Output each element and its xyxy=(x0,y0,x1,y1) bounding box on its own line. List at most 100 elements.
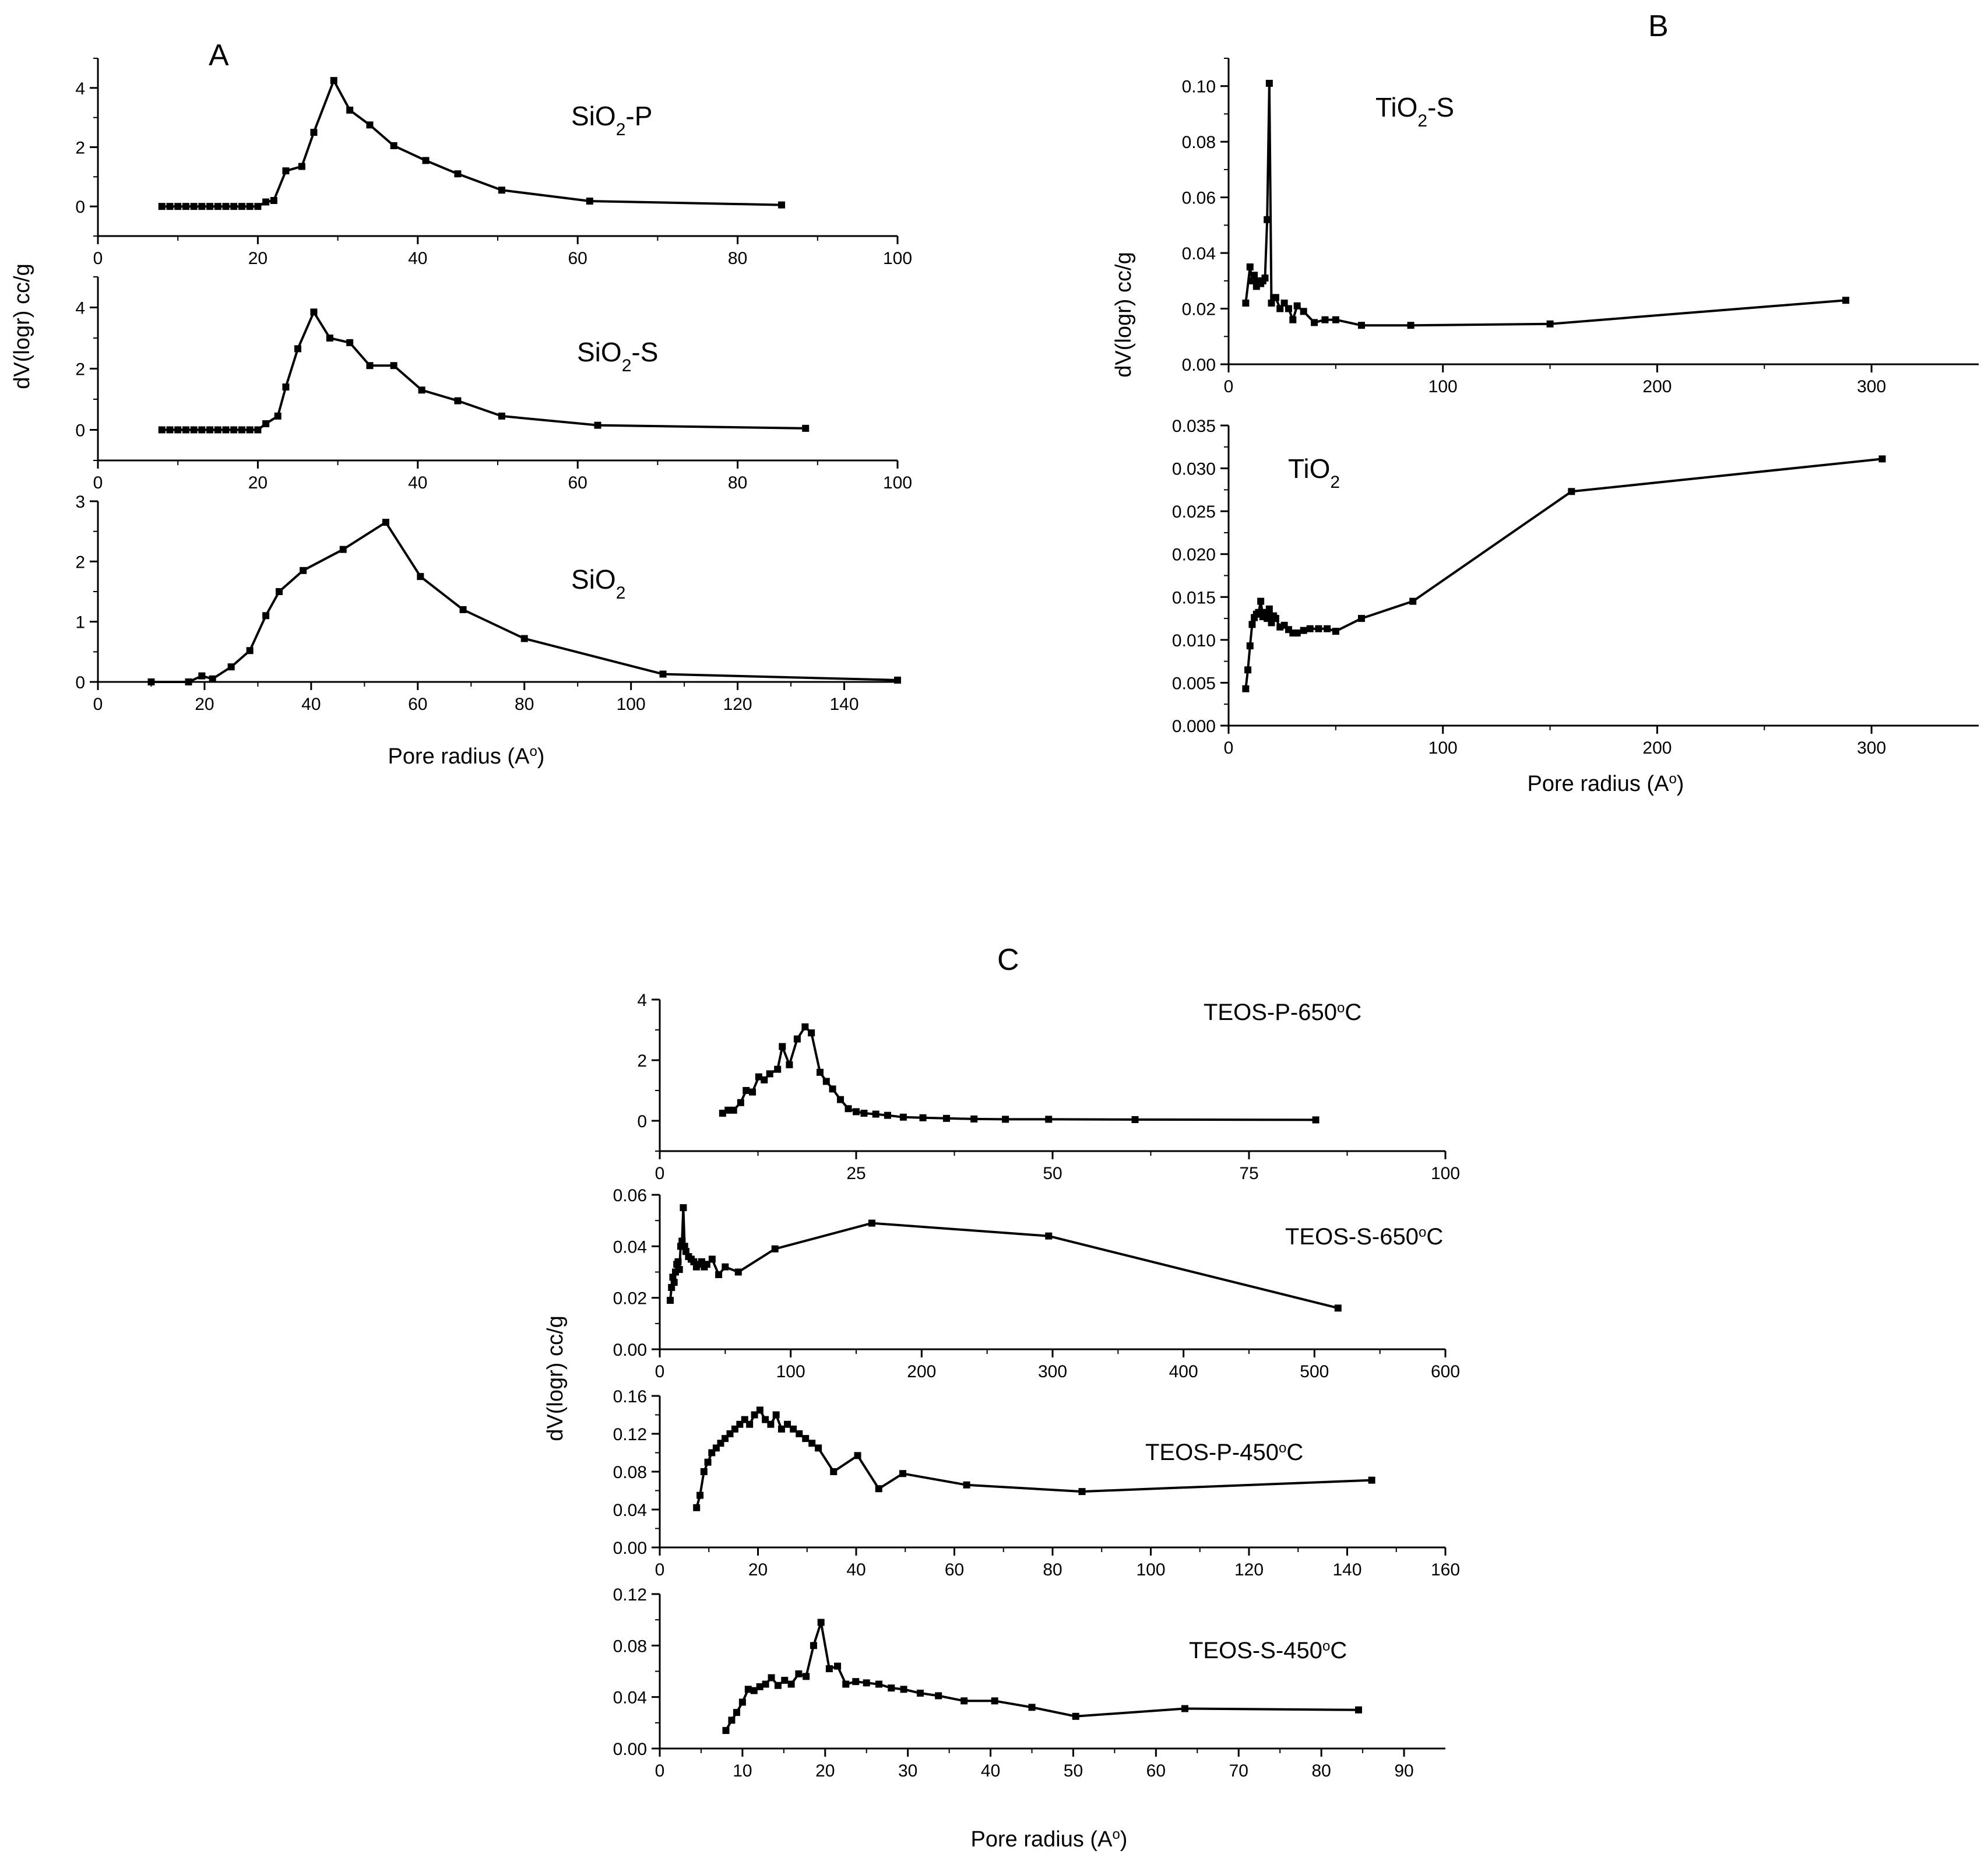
chart-tio2-s: 0 100 200 300 0.00 0.02 0.04 0.06 0.08 0.10 TiO2-S xyxy=(1182,58,1979,396)
x-tick-label: 60 xyxy=(945,1560,964,1579)
chart-tio2: 0 100 200 300 0.000 0.005 0.010 0.015 0.020 0.025… xyxy=(1172,417,1979,758)
series-label-main: SiO xyxy=(571,101,616,131)
x-tick-label: 200 xyxy=(1642,377,1672,396)
panel-letter-c: C xyxy=(997,943,1019,977)
y-tick-label: 0.08 xyxy=(613,1637,647,1656)
x-tick-label: 300 xyxy=(1857,738,1886,758)
x-tick-label: 0 xyxy=(655,1560,665,1579)
data-point xyxy=(158,203,166,210)
data-point xyxy=(704,1458,712,1466)
data-point xyxy=(454,170,462,178)
data-point xyxy=(777,1425,785,1433)
data-point xyxy=(366,121,374,129)
x-tick-label: 100 xyxy=(617,695,646,714)
data-point xyxy=(498,412,505,420)
x-tick-label: 400 xyxy=(1169,1362,1198,1381)
x-tick-label: 80 xyxy=(1043,1560,1062,1579)
y-tick-label: 0.04 xyxy=(613,1501,647,1520)
data-point xyxy=(238,426,245,434)
panel-a-y-axis-title: dV(logr) cc/g xyxy=(10,263,34,389)
chart-teos-p-650c: 0 25 50 75 100 0 2 4 TEOS-P-650oC xyxy=(637,991,1460,1183)
data-point xyxy=(382,519,389,526)
series-line xyxy=(1244,82,1846,327)
data-point xyxy=(1131,1116,1139,1123)
panel-b-xlabel-close: ) xyxy=(1677,772,1684,796)
data-point xyxy=(751,1411,758,1419)
data-point xyxy=(970,1115,978,1123)
data-point xyxy=(829,1085,836,1093)
y-tick-label: 0.16 xyxy=(613,1387,647,1406)
data-point xyxy=(206,203,214,210)
data-point xyxy=(680,1204,687,1212)
series-label-subscript: 2 xyxy=(616,120,626,139)
data-point xyxy=(1332,316,1339,323)
x-tick-label: 100 xyxy=(883,249,912,268)
y-tick-label: 0.06 xyxy=(1182,189,1216,208)
data-point xyxy=(793,1035,801,1043)
x-tick-label: 120 xyxy=(1234,1560,1264,1579)
x-tick-label: 100 xyxy=(883,473,912,492)
x-tick-label: 80 xyxy=(515,695,534,714)
data-point xyxy=(214,203,221,210)
data-point xyxy=(894,676,901,684)
data-point xyxy=(756,1406,763,1414)
x-tick-label: 200 xyxy=(907,1362,936,1381)
series-label-main: TiO xyxy=(1375,92,1417,122)
data-point xyxy=(1261,275,1269,282)
data-point xyxy=(802,1435,810,1443)
data-point xyxy=(454,397,462,404)
data-point xyxy=(346,339,354,346)
data-point xyxy=(1045,1232,1053,1240)
series-label-unit: C xyxy=(1345,1000,1361,1025)
x-tick-label: 40 xyxy=(846,1560,865,1579)
x-tick-label: 60 xyxy=(1146,1761,1166,1781)
series-label: SiO2-P xyxy=(571,101,652,139)
series-label-degree: o xyxy=(1337,1000,1345,1016)
data-point xyxy=(1280,300,1288,307)
data-point xyxy=(230,203,238,210)
data-point xyxy=(1248,277,1256,284)
series-line xyxy=(669,1206,1339,1310)
data-point xyxy=(498,187,505,194)
y-tick-label: 0.12 xyxy=(613,1585,647,1605)
data-point xyxy=(670,1279,678,1286)
panel-b-xlabel-deg: o xyxy=(1669,771,1676,787)
data-point xyxy=(1265,79,1273,87)
x-tick-label: 160 xyxy=(1431,1560,1460,1579)
data-point xyxy=(1300,308,1307,315)
data-point xyxy=(1285,305,1292,312)
data-point xyxy=(310,129,318,136)
x-tick-label: 60 xyxy=(408,695,427,714)
data-point xyxy=(1246,263,1254,270)
x-tick-label: 20 xyxy=(195,695,214,714)
data-point xyxy=(230,426,238,434)
series-label-unit: C xyxy=(1286,1440,1303,1465)
data-point xyxy=(1878,455,1886,463)
data-point xyxy=(790,1425,797,1433)
data-point xyxy=(808,1029,815,1037)
data-point xyxy=(214,426,221,434)
data-point xyxy=(801,1023,809,1030)
chart-teos-p-450c: 0 20 40 60 80 100 120 140 160 0.00 0.04 0.08 0.12 0.1… xyxy=(613,1387,1460,1579)
series-label: TiO2 xyxy=(1288,453,1340,492)
data-point xyxy=(738,1698,746,1706)
data-point xyxy=(254,426,262,434)
y-tick-label: 0.030 xyxy=(1172,460,1216,479)
y-tick-label: 0.06 xyxy=(613,1186,647,1205)
data-point xyxy=(842,1680,850,1688)
y-tick-label: 0.00 xyxy=(613,1341,647,1360)
data-point xyxy=(803,1673,810,1680)
y-tick-label: 0.00 xyxy=(613,1539,647,1558)
data-point xyxy=(198,203,206,210)
panel-a-xlabel-main: Pore radius (A xyxy=(388,744,530,769)
data-point xyxy=(845,1105,852,1113)
x-tick-label: 30 xyxy=(898,1761,917,1781)
data-point xyxy=(238,203,245,210)
data-point xyxy=(1546,320,1554,328)
x-tick-label: 40 xyxy=(301,695,321,714)
x-tick-label: 100 xyxy=(1428,738,1458,758)
series-line xyxy=(722,1025,1316,1121)
data-point xyxy=(1332,628,1339,635)
data-point xyxy=(459,606,467,613)
data-point xyxy=(786,1061,793,1068)
